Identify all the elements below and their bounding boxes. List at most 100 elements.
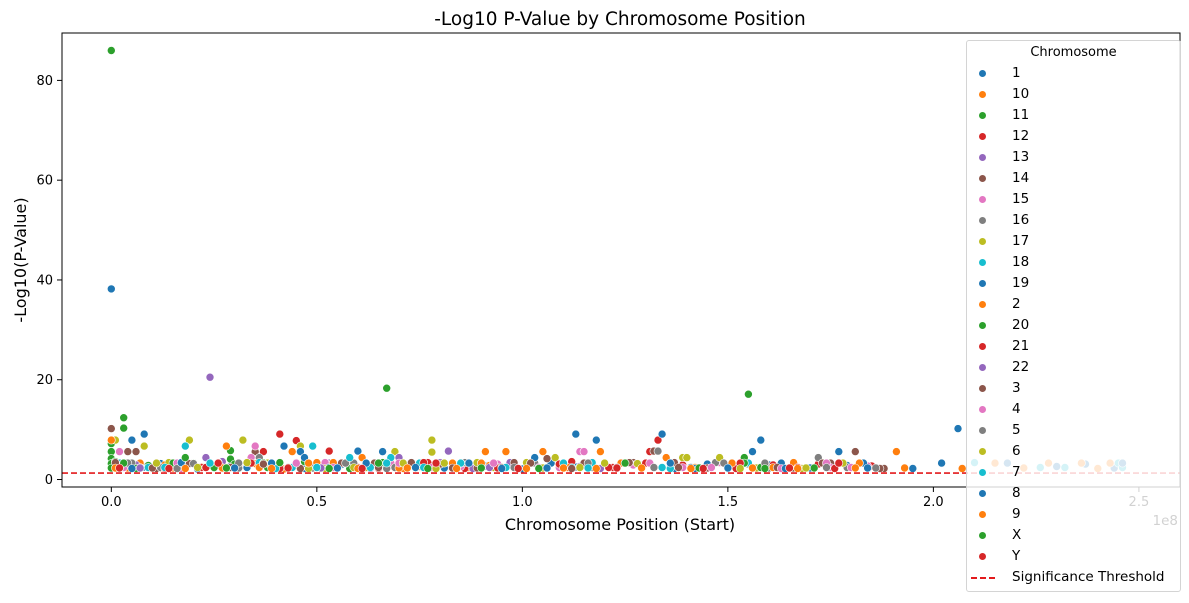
legend-label-13: 13: [1012, 149, 1030, 165]
point-9-15: [793, 464, 803, 473]
point-1-22: [908, 464, 918, 473]
legend-item-12: 12: [967, 127, 1180, 147]
legend-label-2: 2: [1012, 296, 1021, 312]
legend-item-1: 1: [967, 64, 1180, 84]
point-7-5: [345, 453, 355, 462]
y-tick-label-2: 40: [36, 273, 53, 288]
legend-marker-5: [979, 427, 986, 434]
point-Y-7: [612, 463, 622, 473]
point-3-1: [131, 447, 141, 456]
point-3-5: [259, 459, 268, 469]
legend-label-Y: Y: [1012, 548, 1021, 564]
legend-label-X: X: [1012, 527, 1022, 543]
point-Y-3: [283, 463, 293, 473]
point-9-3: [267, 464, 276, 473]
point-17-12: [427, 447, 437, 457]
point-6-0: [152, 458, 161, 468]
point-20-8: [744, 389, 753, 399]
y-tick-label-3: 60: [36, 174, 53, 189]
legend-item-16: 16: [967, 211, 1180, 231]
point-5-12: [822, 463, 831, 472]
point-4-12: [707, 463, 716, 472]
legend-item-19: 19: [967, 274, 1180, 294]
point-X-2: [222, 463, 231, 473]
legend-label-3: 3: [1012, 380, 1021, 396]
x-axis-label: Chromosome Position (Start): [505, 515, 735, 534]
legend-marker-Y: [979, 553, 986, 560]
legend-item-17: 17: [967, 232, 1180, 252]
point-X-3: [275, 458, 285, 467]
legend-label-18: 18: [1012, 254, 1030, 270]
point-19-23: [834, 447, 844, 456]
legend-marker-threshold: [971, 577, 995, 579]
point-19-2: [139, 429, 149, 439]
point-22-0: [135, 463, 145, 473]
legend-label-8: 8: [1012, 485, 1021, 501]
point-Y-1: [164, 464, 174, 473]
point-6-11: [735, 464, 745, 473]
point-9-10: [559, 463, 568, 473]
legend-item-11: 11: [967, 106, 1180, 126]
x-tick-label-0: 0.0: [101, 495, 122, 510]
legend-marker-16: [979, 217, 986, 224]
point-2-15: [596, 447, 605, 456]
legend-label-4: 4: [1012, 401, 1021, 417]
point-4-3: [250, 441, 260, 451]
x-tick-label-1: 0.5: [306, 495, 327, 510]
legend-label-17: 17: [1012, 233, 1030, 249]
point-2-27: [957, 464, 967, 473]
legend-item-3: 3: [967, 379, 1180, 399]
point-8-17: [937, 458, 946, 468]
point-12-19: [653, 435, 663, 445]
legend-item-22: 22: [967, 358, 1180, 378]
point-9-11: [591, 464, 601, 473]
point-X-8: [534, 464, 544, 473]
point-4-4: [291, 458, 301, 468]
legend-label-12: 12: [1012, 128, 1030, 144]
legend-label-6: 6: [1012, 443, 1021, 459]
point-8-14: [723, 463, 733, 473]
legend-label-10: 10: [1012, 86, 1030, 102]
legend-label-threshold: Significance Threshold: [1012, 569, 1165, 585]
point-Y-8: [698, 464, 708, 473]
legend-item-X: X: [967, 526, 1180, 546]
legend-marker-X: [979, 532, 986, 539]
legend-marker-2: [979, 301, 986, 308]
point-6-9: [600, 458, 609, 468]
legend-item-10: 10: [967, 85, 1180, 105]
y-axis-label: -Log10(P-Value): [11, 197, 30, 322]
legend-marker-14: [979, 175, 986, 182]
legend-item-2: 2: [967, 295, 1180, 315]
point-6-10: [682, 453, 692, 462]
point-X-9: [620, 458, 630, 468]
point-14-0: [107, 424, 116, 433]
point-8-5: [333, 463, 342, 473]
point-X-7: [476, 463, 486, 473]
point-8-2: [230, 463, 239, 473]
legend-marker-19: [979, 280, 986, 287]
point-14-1: [123, 447, 133, 456]
point-12-6: [275, 429, 285, 439]
point-X-6: [423, 464, 433, 473]
point-X-5: [374, 458, 383, 468]
legend-marker-1: [979, 70, 986, 77]
plot-area: [62, 46, 1180, 474]
y-tick-label-1: 20: [36, 373, 53, 388]
point-8-0: [127, 464, 137, 473]
legend-label-20: 20: [1012, 317, 1030, 333]
point-6-1: [193, 463, 202, 472]
point-19-21: [756, 435, 766, 445]
legend-label-15: 15: [1012, 191, 1030, 207]
point-8-8: [464, 458, 474, 468]
legend-marker-21: [979, 343, 986, 350]
point-Y-4: [357, 464, 367, 473]
point-13-7: [444, 446, 453, 456]
point-9-6: [402, 463, 412, 473]
point-Y-5: [431, 458, 441, 468]
point-17-11: [427, 435, 437, 445]
legend-marker-6: [979, 448, 986, 455]
legend-marker-7: [979, 469, 986, 476]
point-17-5: [238, 435, 248, 445]
point-19-1: [127, 435, 137, 445]
point-2-11: [481, 447, 490, 456]
